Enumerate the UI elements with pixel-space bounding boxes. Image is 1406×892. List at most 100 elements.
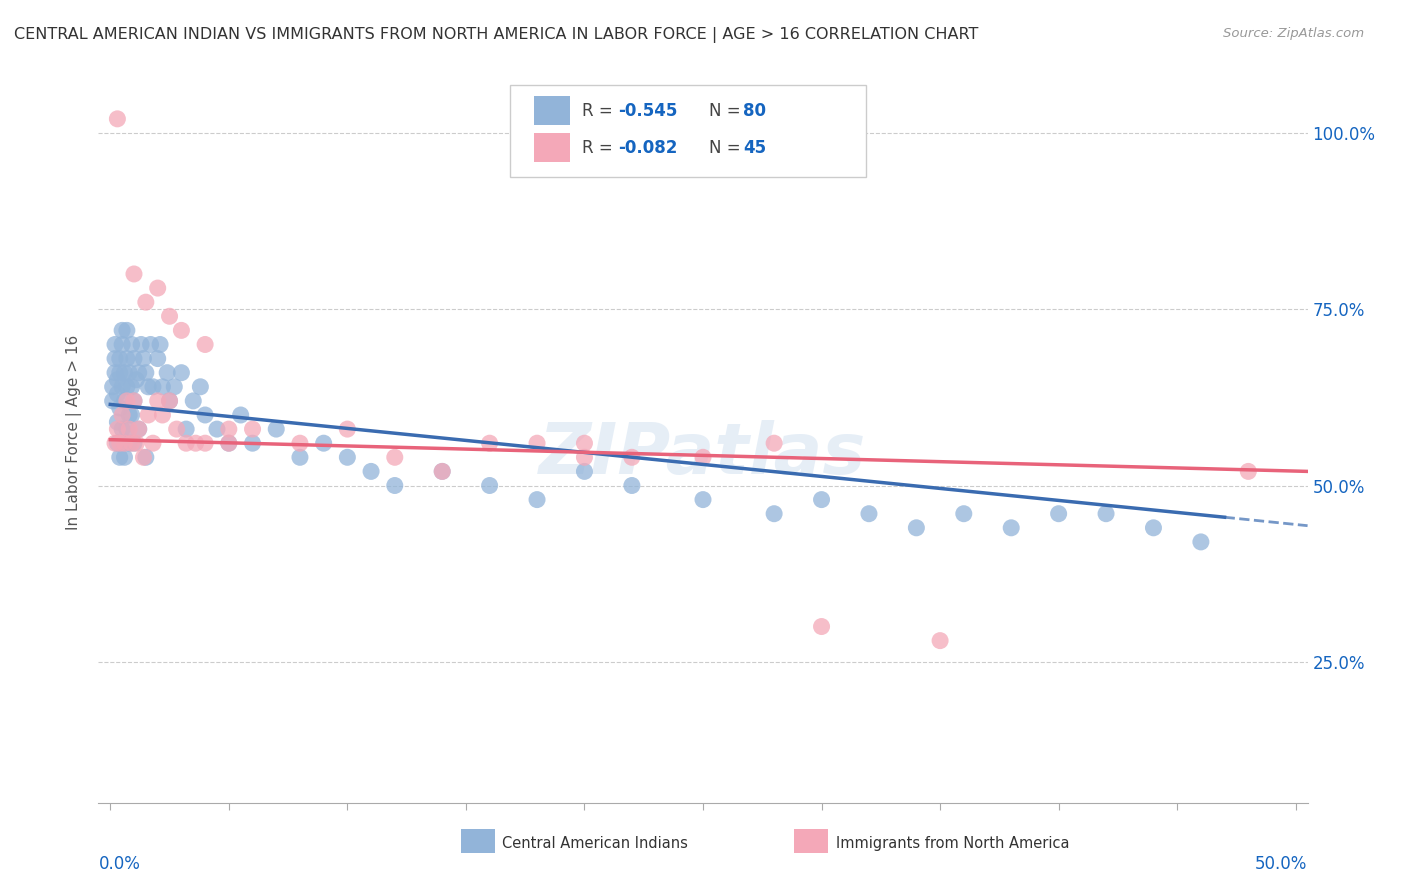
FancyBboxPatch shape [461,830,495,853]
Point [111,323,134,337]
Point [101,380,124,394]
Point [146,351,169,366]
Point [190,380,212,394]
Point [115,323,138,337]
Point [111,422,134,436]
Point [142,436,165,450]
Point [1047,507,1070,521]
Point [104,436,127,450]
Text: 0.0%: 0.0% [98,855,141,872]
Point [132,351,155,366]
Point [149,337,172,351]
Point [620,478,643,492]
Text: ZIPatlas: ZIPatlas [540,420,866,490]
Point [128,422,150,436]
Point [174,422,197,436]
Point [574,450,596,465]
Point [1142,521,1164,535]
Point [166,422,188,436]
Point [135,450,157,465]
Point [122,267,145,281]
Point [526,492,548,507]
Point [121,408,143,422]
Point [159,310,181,324]
Text: N =: N = [709,102,747,120]
Point [288,436,311,450]
Point [360,464,382,478]
FancyBboxPatch shape [793,830,828,853]
Y-axis label: In Labor Force | Age > 16: In Labor Force | Age > 16 [66,335,83,530]
Point [218,422,240,436]
Text: 45: 45 [742,138,766,157]
Point [118,436,141,450]
Point [1095,507,1118,521]
Point [384,478,406,492]
Point [574,464,596,478]
Point [692,492,714,507]
Point [763,507,786,521]
Point [108,351,131,366]
Point [952,507,974,521]
Point [205,422,228,436]
Point [159,393,181,408]
Point [114,436,136,450]
Point [115,393,138,408]
Point [336,422,359,436]
Point [139,337,162,351]
Text: -0.545: -0.545 [619,102,678,120]
Point [478,478,501,492]
Point [111,408,134,422]
Point [574,436,596,450]
Point [122,393,145,408]
FancyBboxPatch shape [534,133,569,162]
Text: Immigrants from North America: Immigrants from North America [837,836,1070,851]
Point [288,450,311,465]
Point [242,436,264,450]
Point [114,393,136,408]
Point [128,422,150,436]
Point [115,351,138,366]
Point [111,337,134,351]
Point [122,351,145,366]
Point [229,408,252,422]
Point [105,373,128,387]
Point [104,337,127,351]
Point [905,521,928,535]
Point [104,351,127,366]
Point [242,422,264,436]
Point [128,366,150,380]
Point [146,281,169,295]
FancyBboxPatch shape [509,85,866,178]
Point [478,436,501,450]
Point [432,464,454,478]
Point [336,450,359,465]
Point [163,380,186,394]
Point [174,436,197,450]
Point [105,422,128,436]
Point [108,436,131,450]
Point [170,323,193,337]
Point [115,422,138,436]
Point [105,112,128,126]
Point [114,450,136,465]
Text: CENTRAL AMERICAN INDIAN VS IMMIGRANTS FROM NORTH AMERICA IN LABOR FORCE | AGE > : CENTRAL AMERICAN INDIAN VS IMMIGRANTS FR… [14,27,979,43]
Point [218,436,240,450]
Point [810,619,832,633]
Point [194,436,217,450]
Point [156,366,179,380]
Point [101,393,124,408]
FancyBboxPatch shape [534,95,569,126]
Point [384,450,406,465]
Point [121,337,143,351]
Point [810,492,832,507]
Point [620,450,643,465]
Point [929,633,952,648]
Point [142,380,165,394]
Point [118,408,141,422]
Text: R =: R = [582,102,619,120]
Point [129,337,152,351]
Text: 50.0%: 50.0% [1256,855,1308,872]
Text: Source: ZipAtlas.com: Source: ZipAtlas.com [1223,27,1364,40]
Point [146,393,169,408]
Point [122,393,145,408]
